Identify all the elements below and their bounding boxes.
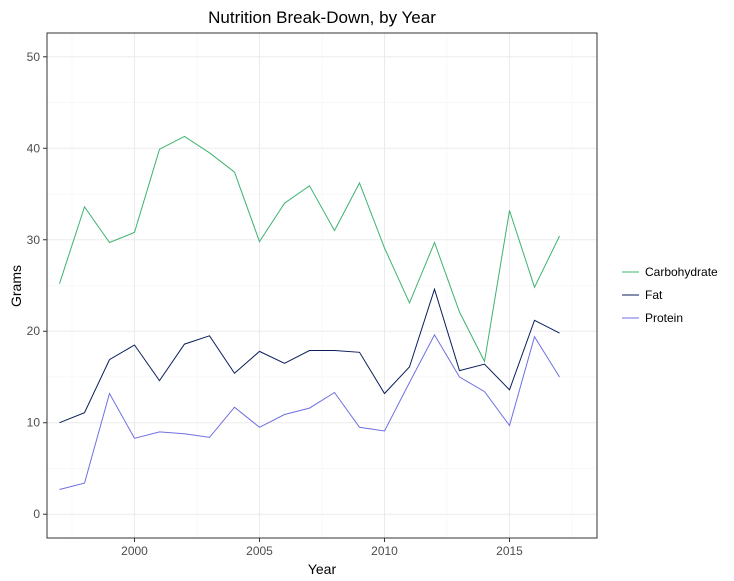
y-tick-label: 30 (27, 233, 41, 247)
y-tick-label: 50 (27, 50, 41, 64)
y-tick-label: 10 (27, 416, 41, 430)
legend-label-protein: Protein (645, 311, 683, 325)
y-tick-label: 20 (27, 324, 41, 338)
legend: Carbohydrate Fat Protein (622, 265, 718, 325)
chart-title: Nutrition Break-Down, by Year (208, 8, 436, 27)
legend-label-fat: Fat (645, 288, 663, 302)
y-tick-label: 0 (33, 507, 40, 521)
x-tick-label: 2010 (371, 544, 398, 558)
plot-panel (46, 32, 598, 539)
x-tick-label: 2015 (496, 544, 523, 558)
series-line-fat (59, 287, 560, 424)
series-lines (59, 135, 560, 490)
x-tick-label: 2005 (246, 544, 273, 558)
legend-label-carbohydrate: Carbohydrate (645, 265, 718, 279)
x-tick-label: 2000 (121, 544, 148, 558)
grid (47, 33, 597, 538)
x-axis-title: Year (308, 561, 337, 577)
y-tick-label: 40 (27, 141, 41, 155)
series-line-protein (59, 333, 560, 490)
y-axis-title: Grams (8, 265, 24, 307)
series-line-carbohydrate (59, 135, 560, 363)
axes: 0 10 20 30 40 50 2000 2005 2010 2015 (27, 50, 524, 558)
